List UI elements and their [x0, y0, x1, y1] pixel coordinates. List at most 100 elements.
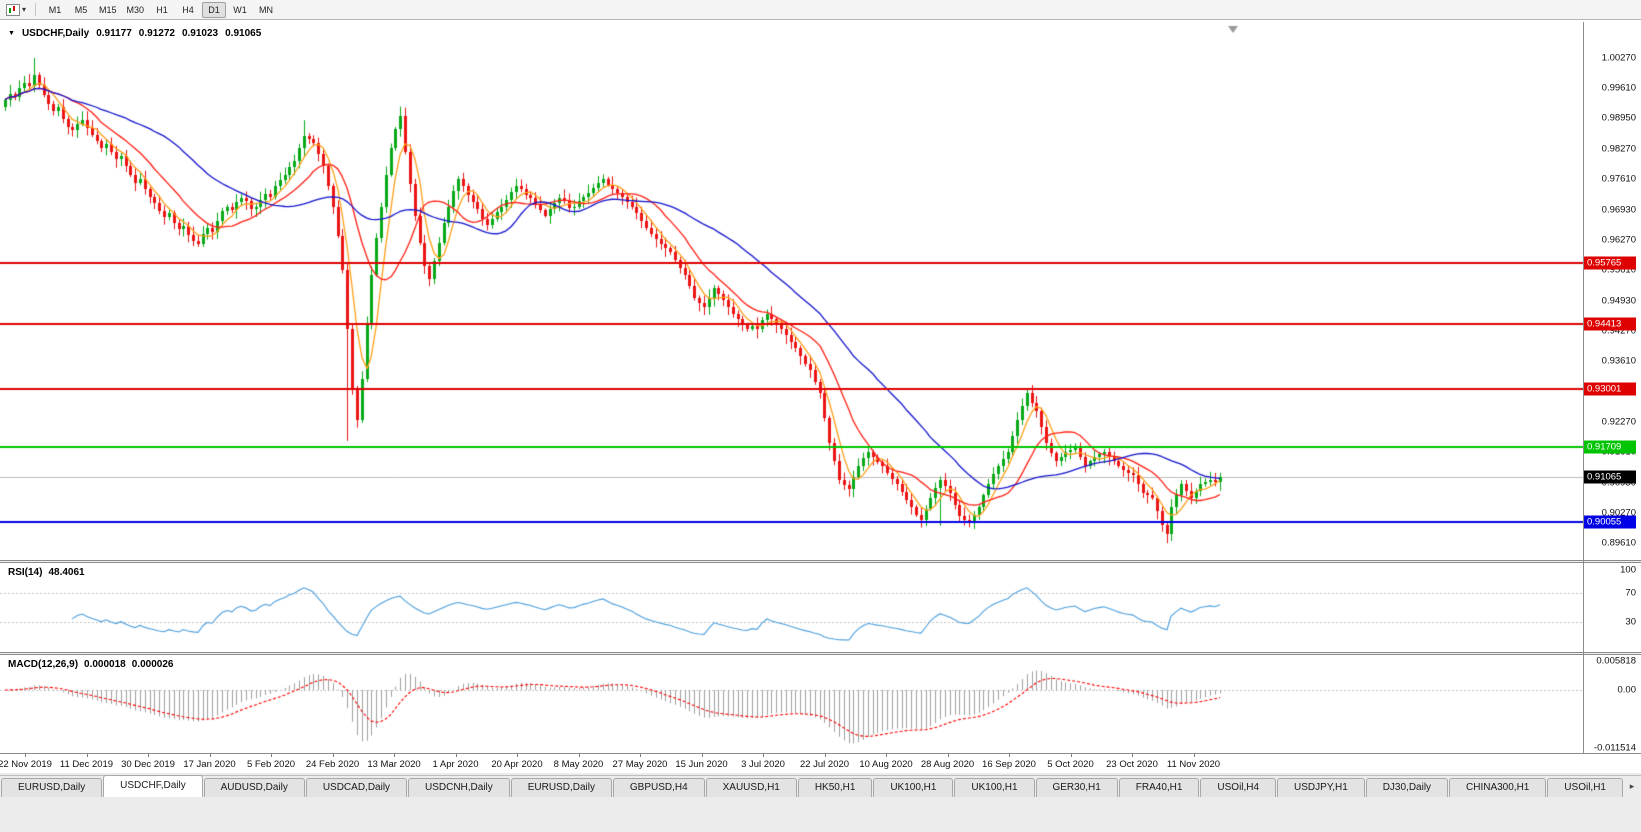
date-axis-label: 10 Aug 2020	[859, 759, 913, 770]
rsi-axis-label: 100	[1620, 564, 1636, 576]
date-axis-label: 20 Apr 2020	[491, 759, 543, 770]
rsi-axis-label: 30	[1625, 616, 1636, 628]
ohlc-high: 0.91272	[138, 28, 175, 39]
macd-label: MACD(12,26,9) 0.000018 0.000026	[8, 659, 173, 670]
macd-axis: 0.005818 0.00 -0.011514	[1584, 655, 1641, 753]
pane-splitter[interactable]	[0, 560, 1641, 563]
date-axis-label: 16 Sep 2020	[982, 759, 1036, 770]
macd-axis-label: 0.00	[1617, 684, 1637, 696]
chart-tab-china300-h1[interactable]: CHINA300,H1	[1449, 778, 1547, 797]
date-tick	[886, 754, 887, 757]
timeframe-button-d1[interactable]: D1	[202, 1, 227, 18]
rsi-label: RSI(14) 48.4061	[8, 567, 85, 578]
chart-tab-usoil-h1[interactable]: USOil,H1	[1547, 778, 1623, 797]
date-axis-label: 28 Aug 2020	[920, 759, 975, 770]
chart-tab-audusd-daily[interactable]: AUDUSD,Daily	[203, 778, 305, 797]
time-axis[interactable]: 22 Nov 2019 11 Dec 2019 30 Dec 2019 17 Jan …	[0, 753, 1641, 773]
macd-axis-label: -0.011514	[1593, 742, 1636, 754]
date-tick	[701, 754, 703, 757]
date-tick	[148, 754, 149, 757]
chart-tab-xauusd-h1[interactable]: XAUUSD,H1	[705, 778, 797, 797]
timeframe-button-w1[interactable]: W1	[233, 4, 247, 15]
timeframe-button-m1[interactable]: M1	[48, 4, 62, 15]
price-axis-label: 0.94270	[1601, 325, 1636, 337]
chart-tab-eurusd-daily[interactable]: EURUSD,Daily	[510, 778, 612, 797]
pane-splitter[interactable]	[0, 652, 1641, 655]
date-axis-label: 11 Dec 2019	[59, 759, 114, 770]
chart-window-icon[interactable]	[4, 3, 22, 17]
price-axis-label: 0.99610	[1601, 82, 1636, 94]
macd-axis-label: 0.005818	[1596, 655, 1636, 667]
date-axis-label: 15 Jun 2020	[675, 759, 728, 770]
chart-tab-fra40-h1[interactable]: FRA40,H1	[1118, 778, 1200, 797]
chart-tab-uk100-h1[interactable]: UK100,H1	[873, 778, 954, 797]
date-axis-label: 27 May 2020	[612, 759, 668, 770]
date-axis-label: 24 Feb 2020	[305, 759, 360, 770]
date-axis-label: 1 Apr 2020	[432, 759, 479, 770]
chart-tab-usdjpy-h1[interactable]: USDJPY,H1	[1277, 778, 1365, 797]
dropdown-caret-icon[interactable]: ▾	[22, 5, 27, 14]
date-tick	[640, 754, 641, 757]
date-tick	[1132, 754, 1133, 757]
rsi-indicator-canvas[interactable]	[0, 563, 1583, 652]
date-axis-label: 22 Nov 2019	[0, 759, 52, 770]
date-tick	[1009, 754, 1010, 757]
macd-indicator-canvas[interactable]	[0, 655, 1583, 753]
chart-tab-uk100-h1[interactable]: UK100,H1	[954, 778, 1035, 797]
timeframe-button-h4[interactable]: H4	[182, 4, 194, 15]
macd-main-value: 0.000018	[84, 659, 126, 670]
chart-tab-usdcnh-daily[interactable]: USDCNH,Daily	[408, 778, 510, 797]
price-axis-label: 0.96930	[1601, 204, 1636, 216]
tab-scroll-right-icon[interactable]: ▸	[1629, 781, 1635, 791]
ohlc-low: 0.91023	[181, 28, 219, 39]
timeframe-button-h1[interactable]: H1	[156, 4, 168, 15]
price-axis-label: 0.90270	[1601, 507, 1636, 519]
hline-price-badge: 0.91709	[1584, 440, 1636, 454]
date-axis-label: 8 May 2020	[553, 759, 604, 770]
timeframe-button-m5[interactable]: M5	[74, 4, 88, 15]
price-axis-label: 1.00270	[1601, 52, 1636, 64]
date-tick	[25, 754, 26, 757]
price-axis-label: 0.94930	[1601, 295, 1636, 307]
chart-tab-gbpusd-h4[interactable]: GBPUSD,H4	[612, 778, 705, 797]
price-chart-canvas[interactable]	[0, 22, 1583, 560]
chart-window-body: ▼ USDCHF,Daily 0.91177 0.91272 0.91023 0…	[0, 20, 1641, 773]
date-tick	[209, 754, 211, 757]
date-axis-label: 22 Jul 2020	[799, 759, 850, 770]
date-tick	[271, 754, 272, 757]
date-axis-label: 3 Jul 2020	[741, 759, 785, 770]
chart-tab-usdcad-daily[interactable]: USDCAD,Daily	[305, 778, 408, 797]
chart-tab-usdchf-daily[interactable]: USDCHF,Daily	[103, 775, 203, 797]
date-axis-label: 13 Mar 2020	[367, 759, 421, 770]
date-axis-label: 5 Oct 2020	[1047, 759, 1094, 770]
expand-marker-icon: ▼	[8, 30, 15, 37]
date-axis-label: 30 Dec 2019	[121, 759, 175, 770]
chart-tab-hk50-h1[interactable]: HK50,H1	[797, 778, 873, 797]
ohlc-open: 0.91177	[96, 28, 132, 39]
date-tick	[332, 754, 334, 757]
timeframe-button-m30[interactable]: M30	[126, 4, 145, 15]
date-tick	[517, 754, 518, 757]
price-axis[interactable]: 1.00270 0.99610 0.98950 0.98270 0.97610 0.969…	[1584, 22, 1641, 560]
chart-tab-eurusd-daily[interactable]: EURUSD,Daily	[1, 778, 103, 797]
date-tick	[824, 754, 826, 757]
timeframe-button-mn[interactable]: MN	[259, 4, 274, 15]
chart-symbol-period: USDCHF,Daily	[21, 28, 90, 39]
hline-price-badge: 0.95765	[1584, 256, 1636, 270]
date-tick	[86, 754, 88, 757]
chart-tab-usoil-h4[interactable]: USOil,H4	[1200, 778, 1277, 797]
date-axis-label: 11 Nov 2020	[1166, 759, 1221, 770]
timeframe-button-m15[interactable]: M15	[99, 4, 117, 15]
price-axis-label: 0.95610	[1601, 264, 1636, 276]
timeframe-group: M1 M5 M15 M30 H1 H4 D1 W1 MN	[42, 1, 279, 18]
price-axis-label: 0.98950	[1601, 112, 1636, 124]
chart-tab-dj30-daily[interactable]: DJ30,Daily	[1365, 778, 1449, 797]
date-axis-label: 23 Oct 2020	[1106, 759, 1158, 770]
rsi-axis: 100 70 30	[1584, 563, 1641, 652]
chart-tab-ger30-h1[interactable]: GER30,H1	[1035, 778, 1118, 797]
date-tick	[578, 754, 580, 757]
price-axis-label: 0.97610	[1601, 173, 1636, 185]
date-tick	[1193, 754, 1195, 757]
date-tick	[763, 754, 764, 757]
